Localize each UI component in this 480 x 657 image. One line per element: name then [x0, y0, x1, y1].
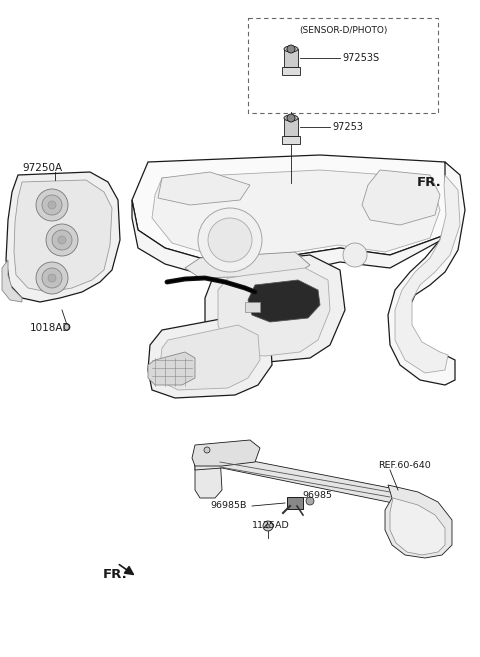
Bar	[245, 302, 260, 312]
Polygon shape	[132, 200, 455, 278]
Circle shape	[42, 195, 62, 215]
Polygon shape	[248, 280, 320, 322]
Polygon shape	[160, 325, 260, 390]
Text: 97253: 97253	[332, 122, 363, 132]
Bar	[282, 136, 300, 144]
Polygon shape	[195, 455, 415, 510]
Text: 97253S: 97253S	[342, 53, 379, 63]
Circle shape	[36, 262, 68, 294]
Text: REF.60-640: REF.60-640	[378, 461, 431, 470]
Circle shape	[64, 324, 70, 330]
Circle shape	[58, 236, 66, 244]
Circle shape	[263, 521, 273, 531]
Polygon shape	[148, 352, 195, 385]
Text: FR.: FR.	[103, 568, 128, 581]
Bar	[284, 118, 298, 136]
Polygon shape	[6, 172, 120, 302]
Circle shape	[287, 114, 295, 122]
Ellipse shape	[284, 46, 298, 52]
Polygon shape	[192, 440, 260, 466]
Circle shape	[306, 497, 314, 505]
Bar	[282, 67, 300, 75]
Circle shape	[46, 224, 78, 256]
Circle shape	[204, 447, 210, 453]
Polygon shape	[158, 172, 250, 205]
Text: 1125AD: 1125AD	[252, 520, 290, 530]
Polygon shape	[195, 448, 222, 498]
Polygon shape	[152, 170, 440, 258]
Circle shape	[266, 524, 270, 528]
Polygon shape	[362, 170, 440, 225]
Text: (SENSOR-D/PHOTO): (SENSOR-D/PHOTO)	[299, 26, 387, 35]
Circle shape	[42, 268, 62, 288]
Circle shape	[198, 208, 262, 272]
Text: 1018AD: 1018AD	[30, 323, 72, 333]
Bar	[287, 497, 303, 509]
Bar	[248, 18, 438, 113]
Polygon shape	[390, 498, 445, 555]
Polygon shape	[185, 252, 310, 278]
Polygon shape	[14, 180, 112, 292]
Circle shape	[36, 189, 68, 221]
Text: 97250A: 97250A	[22, 163, 62, 173]
Polygon shape	[132, 155, 455, 262]
Polygon shape	[205, 255, 345, 362]
Text: 96985B: 96985B	[210, 501, 246, 510]
Ellipse shape	[284, 115, 298, 121]
Circle shape	[48, 274, 56, 282]
Text: 96985: 96985	[302, 491, 332, 501]
Polygon shape	[2, 260, 22, 302]
Polygon shape	[148, 315, 272, 398]
Polygon shape	[385, 485, 452, 558]
Polygon shape	[388, 162, 465, 385]
Text: FR.: FR.	[417, 177, 442, 189]
Circle shape	[287, 45, 295, 53]
Polygon shape	[218, 268, 330, 356]
Circle shape	[52, 230, 72, 250]
Circle shape	[343, 243, 367, 267]
Circle shape	[48, 201, 56, 209]
Circle shape	[208, 218, 252, 262]
Polygon shape	[395, 175, 460, 373]
Bar	[284, 49, 298, 67]
